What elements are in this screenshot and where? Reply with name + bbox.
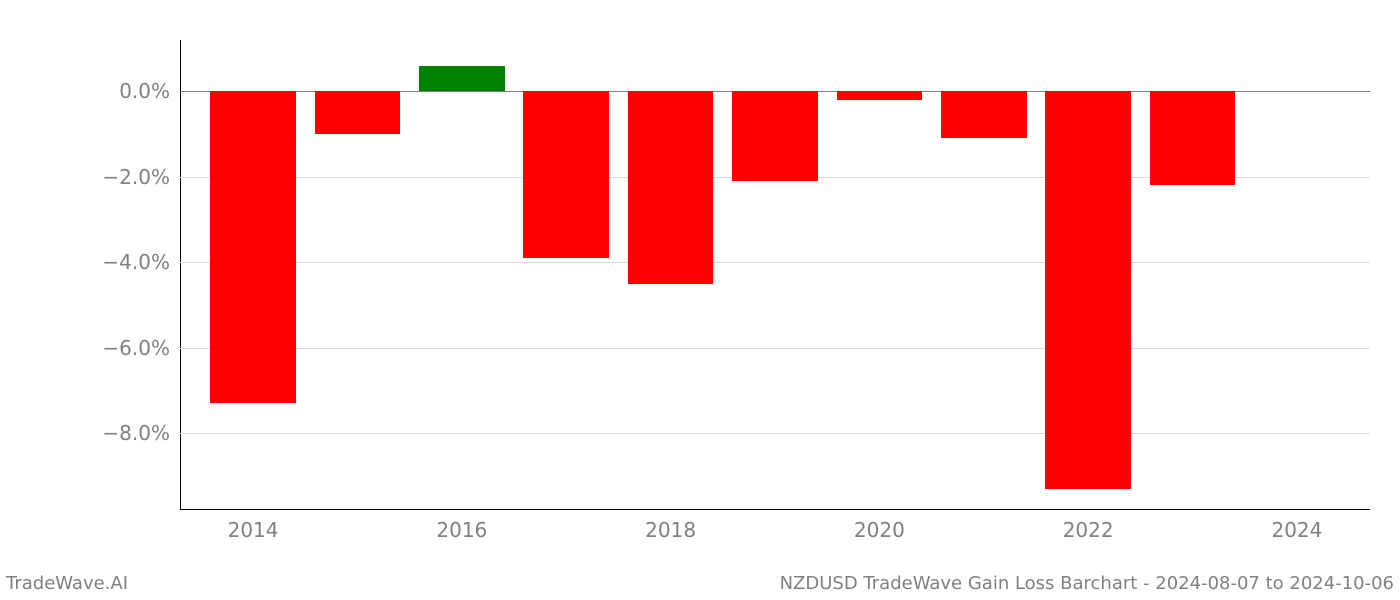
gridline-y bbox=[180, 262, 1370, 263]
ytick-label: −8.0% bbox=[102, 421, 180, 445]
xtick-label: 2016 bbox=[436, 510, 487, 542]
ytick-label: −4.0% bbox=[102, 250, 180, 274]
gridline-y bbox=[180, 348, 1370, 349]
bar bbox=[523, 91, 609, 258]
watermark-left: TradeWave.AI bbox=[6, 573, 128, 594]
bar bbox=[732, 91, 818, 181]
xtick-label: 2022 bbox=[1063, 510, 1114, 542]
bar bbox=[210, 91, 296, 403]
axis-spine-bottom bbox=[180, 509, 1370, 510]
xtick-label: 2014 bbox=[228, 510, 279, 542]
bar bbox=[941, 91, 1027, 138]
caption-right: NZDUSD TradeWave Gain Loss Barchart - 20… bbox=[780, 573, 1394, 594]
chart-figure: 0.0% −2.0% −4.0% −6.0% −8.0% 2014 2016 2018 2020… bbox=[0, 0, 1400, 600]
ytick-label: 0.0% bbox=[119, 79, 180, 103]
ytick-label: −2.0% bbox=[102, 165, 180, 189]
gridline-y bbox=[180, 433, 1370, 434]
ytick-label: −6.0% bbox=[102, 336, 180, 360]
bar bbox=[837, 91, 923, 100]
axis-spine-left bbox=[180, 40, 181, 510]
bar bbox=[628, 91, 714, 283]
xtick-label: 2018 bbox=[645, 510, 696, 542]
xtick-label: 2020 bbox=[854, 510, 905, 542]
bar bbox=[315, 91, 401, 134]
xtick-label: 2024 bbox=[1271, 510, 1322, 542]
bar bbox=[1045, 91, 1131, 488]
bar bbox=[419, 66, 505, 92]
bar bbox=[1150, 91, 1236, 185]
plot-area: 0.0%−2.0%−4.0%−6.0%−8.0%2014201620182020… bbox=[180, 40, 1370, 510]
